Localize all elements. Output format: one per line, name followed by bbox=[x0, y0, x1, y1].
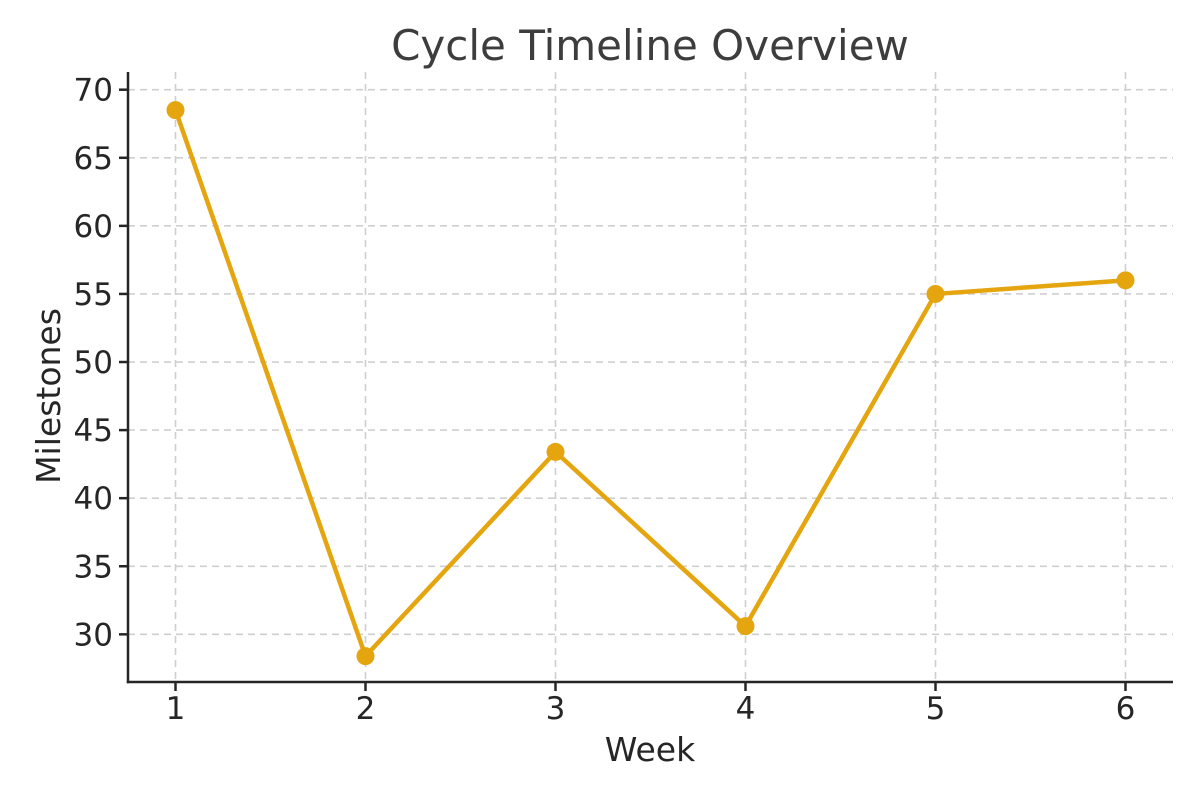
y-tick-label: 55 bbox=[74, 277, 113, 313]
y-tick-label: 70 bbox=[74, 73, 113, 109]
x-tick-label: 2 bbox=[356, 691, 376, 727]
y-tick-label: 50 bbox=[74, 345, 113, 381]
y-tick-label: 60 bbox=[74, 209, 113, 245]
data-point-marker bbox=[356, 647, 375, 666]
x-axis-label: Week bbox=[605, 730, 696, 769]
y-tick-label: 40 bbox=[74, 481, 113, 517]
y-tick-label: 45 bbox=[74, 413, 113, 449]
y-axis-label: Milestones bbox=[29, 308, 68, 484]
y-tick-label: 65 bbox=[74, 141, 113, 177]
x-tick-label: 5 bbox=[926, 691, 946, 727]
y-tick-label: 30 bbox=[74, 617, 113, 653]
data-point-marker bbox=[736, 617, 755, 636]
y-tick-label: 35 bbox=[74, 549, 113, 585]
chart-title: Cycle Timeline Overview bbox=[391, 21, 909, 70]
x-tick-label: 3 bbox=[546, 691, 566, 727]
data-series-line bbox=[173, 107, 1128, 659]
x-tick-label: 4 bbox=[736, 691, 756, 727]
data-point-marker bbox=[926, 284, 945, 303]
data-point-marker bbox=[166, 101, 185, 120]
data-point-marker bbox=[546, 442, 565, 461]
x-tick-label: 1 bbox=[166, 691, 186, 727]
x-tick-label: 6 bbox=[1116, 691, 1136, 727]
data-point-marker bbox=[1116, 271, 1135, 290]
